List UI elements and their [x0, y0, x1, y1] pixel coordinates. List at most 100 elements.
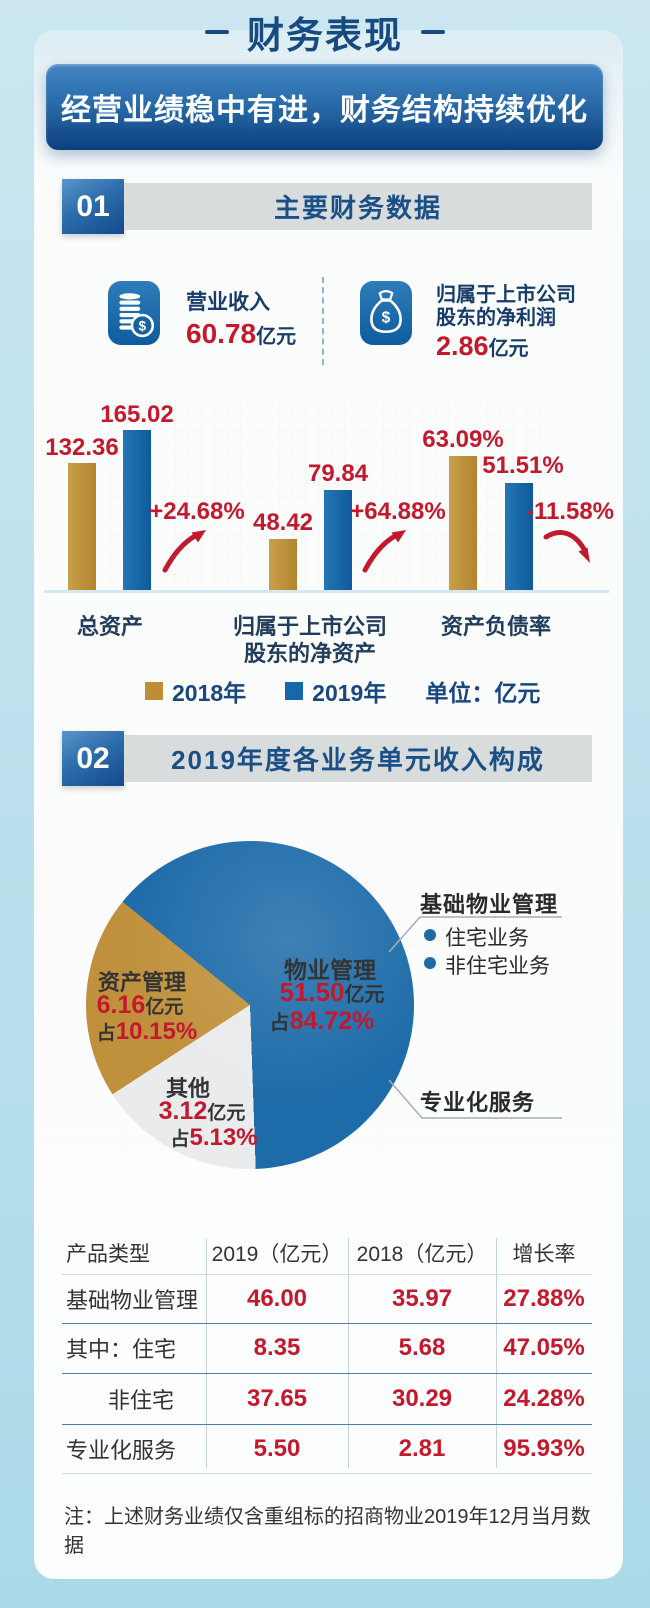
legend-2018: 2018年: [145, 674, 246, 708]
section2-number-badge: 02: [62, 731, 124, 786]
pie-slice2-percent-prefix: 占: [96, 1023, 116, 1044]
table-hline-3: [62, 1424, 592, 1425]
table-row-professional: 专业化服务 5.50 2.81 95.93%: [62, 1424, 592, 1473]
money-bag-icon: $: [370, 289, 402, 334]
row4-label: 专业化服务: [66, 1437, 177, 1463]
table-row-residential: 其中：住宅 8.35 5.68 47.05%: [62, 1323, 592, 1373]
category-net-assets-line2: 股东的净资产: [243, 641, 376, 666]
pie-slice3-value-unit: 亿元: [207, 1103, 246, 1124]
col-header-2018: 2018（亿元）: [356, 1243, 488, 1266]
row4-growth: 95.93%: [503, 1434, 585, 1462]
bullet-dot-non-residential: [424, 957, 436, 969]
row1-2018: 35.97: [391, 1284, 453, 1312]
value-net-assets-2018: 48.42: [252, 509, 314, 536]
bar-net-assets-2018: [269, 539, 297, 590]
category-debt-ratio: 资产负债率: [440, 614, 551, 639]
pie-slice1-value: 51.50亿元: [247, 977, 417, 1008]
profit-unit: 亿元: [488, 338, 529, 360]
change-total-assets: +24.68%: [149, 498, 245, 525]
value-debt-ratio-2019: 51.51%: [482, 452, 564, 479]
table-hline-bottom: [62, 1473, 592, 1474]
annotation-basic-property-title: 基础物业管理: [420, 892, 559, 917]
page-title: 财务表现: [247, 15, 403, 56]
profit-label-line2: 股东的净利润: [436, 307, 556, 329]
pie-slice3-percent-prefix: 占: [170, 1129, 190, 1150]
legend-2019-label: 2019年: [312, 680, 387, 706]
pie-slice2-value: 6.16亿元: [66, 991, 214, 1020]
pie-slice2-percent-value: 10.15%: [115, 1018, 198, 1045]
row2-2018: 5.68: [398, 1334, 446, 1361]
table-row-basic-property: 基础物业管理 46.00 35.97 27.88%: [62, 1274, 592, 1323]
bar-net-assets-2019: [324, 490, 352, 590]
table-vline-3: [496, 1238, 497, 1468]
footnote: 注：上述财务业绩仅含重组标的招商物业2019年12月当月数据: [64, 1506, 591, 1557]
row1-label: 基础物业管理: [66, 1287, 199, 1313]
title-left-dash: [205, 30, 229, 34]
value-net-assets-2019: 79.84: [307, 460, 369, 487]
profit-label-line1: 归属于上市公司: [436, 284, 576, 306]
connector-line-basic: [388, 916, 562, 953]
pie-slice1-label: 物业管理: [284, 957, 376, 983]
banner-text: 经营业绩稳中有进，财务结构持续优化: [61, 94, 588, 127]
legend-2019-swatch: [285, 682, 304, 700]
revenue-value: 60.78: [186, 318, 257, 349]
revenue-unit: 亿元: [256, 326, 297, 348]
title-right-dash: [421, 30, 445, 34]
col-header-product-type: 产品类型: [66, 1243, 150, 1266]
banner: 经营业绩稳中有进，财务结构持续优化: [46, 64, 603, 150]
bullet-non-residential: 非住宅业务: [445, 955, 550, 978]
col-header-2019: 2019（亿元）: [211, 1243, 343, 1266]
table-hline-header: [62, 1274, 592, 1275]
pie-slice2-value-unit: 亿元: [145, 997, 184, 1018]
pie-slice3-value: 3.12亿元: [128, 1097, 276, 1126]
svg-text:$: $: [382, 309, 391, 326]
legend-2019: 2019年: [285, 674, 386, 708]
bullet-dot-residential: [424, 929, 436, 941]
category-total-assets: 总资产: [76, 614, 143, 639]
table-header-row: 产品类型 2019（亿元） 2018（亿元） 增长率: [62, 1232, 592, 1274]
connector-line-professional: [388, 1079, 562, 1119]
bar-debt-ratio-2018: [449, 456, 477, 590]
chart-baseline: [44, 590, 609, 593]
change-debt-ratio: -11.58%: [525, 498, 615, 525]
change-net-assets: +64.88%: [350, 498, 446, 525]
revenue-table: 产品类型 2019（亿元） 2018（亿元） 增长率 基础物业管理 46.00 …: [62, 1232, 592, 1474]
pie-slice3-label: 其他: [165, 1076, 210, 1101]
revenue-stat-text: 营业收入 60.78 亿元: [186, 290, 296, 350]
value-debt-ratio-2018: 63.09%: [422, 426, 504, 453]
row3-label: 非住宅: [107, 1387, 174, 1413]
bullet-residential: 住宅业务: [445, 927, 529, 950]
annotation-professional-title: 专业化服务: [420, 1090, 536, 1115]
bar-total-assets-2018: [68, 463, 96, 590]
row2-growth: 47.05%: [503, 1334, 585, 1361]
section2-title: 2019年度各业务单元收入构成: [171, 745, 545, 775]
category-net-assets-line1: 归属于上市公司: [232, 614, 387, 639]
pie-slice1-value-unit: 亿元: [344, 984, 385, 1006]
table-hline-1: [62, 1323, 592, 1324]
revenue-label: 营业收入: [186, 291, 270, 314]
profit-stat-text: 归属于上市公司 股东的净利润 2.86 亿元: [436, 284, 576, 362]
legend-2018-swatch: [145, 682, 163, 700]
row1-growth: 27.88%: [503, 1284, 585, 1312]
row3-2019: 37.65: [246, 1384, 308, 1412]
legend-2018-label: 2018年: [172, 680, 247, 706]
bar-total-assets-2019: [123, 430, 151, 590]
row4-2019: 5.50: [253, 1434, 301, 1462]
up-arrow-icon-1: [162, 530, 206, 573]
row2-2019: 8.35: [253, 1334, 301, 1361]
section1-title: 主要财务数据: [273, 193, 442, 223]
page-title-row: 财务表现: [0, 8, 650, 56]
table-vline-1: [206, 1238, 207, 1468]
pie-chart: [86, 841, 414, 1169]
col-header-growth: 增长率: [512, 1243, 576, 1266]
value-total-assets-2018: 132.36: [45, 434, 119, 461]
pie-slice3-value-number: 3.12: [158, 1097, 208, 1125]
chart-legend: 2018年 2019年 单位：亿元: [145, 674, 540, 708]
pie-slice1-percent-prefix: 占: [269, 1012, 290, 1034]
row1-2019: 46.00: [246, 1284, 308, 1312]
pie-slice3-percent: 占5.13%: [140, 1124, 288, 1152]
down-arrow-icon: [543, 530, 590, 563]
pie-slice1-percent: 占84.72%: [242, 1006, 402, 1036]
section2-header-bar: 2019年度各业务单元收入构成: [124, 735, 592, 782]
table-row-non-residential: 非住宅 37.65 30.29 24.28%: [62, 1373, 592, 1424]
